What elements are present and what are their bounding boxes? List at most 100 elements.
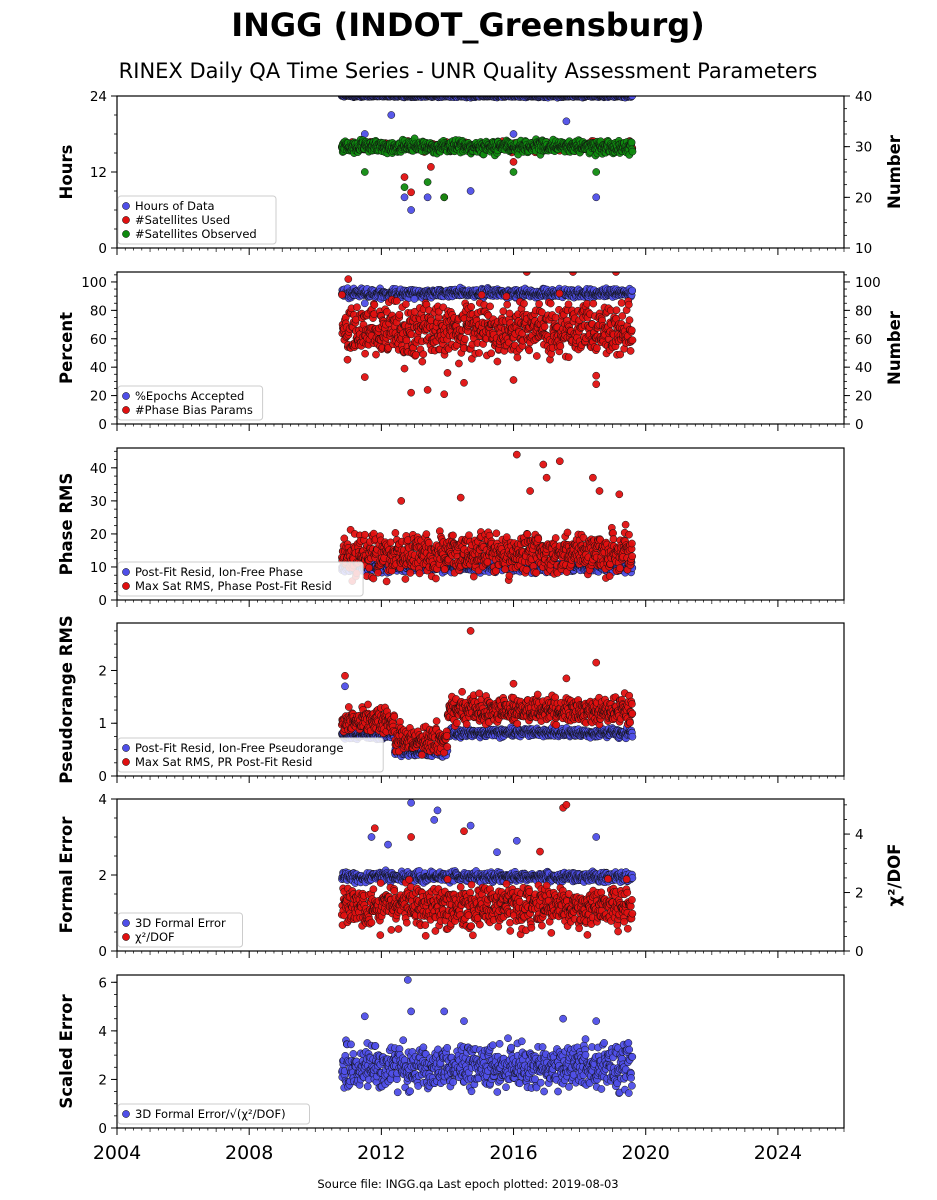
data-point [440, 390, 449, 399]
y2-axis-label: Number [885, 310, 904, 385]
y-tick-label: 12 [90, 165, 107, 181]
data-point [628, 147, 637, 156]
data-point [372, 350, 380, 359]
y-axis-left: 0 12 24 [90, 89, 117, 257]
data-point [361, 349, 369, 358]
data-point [556, 342, 565, 351]
data-point [338, 290, 346, 299]
y-tick-label: 100 [81, 275, 107, 291]
chart-title: INGG (INDOT_Greensburg) [231, 6, 705, 44]
data-point [624, 300, 633, 309]
y-axis-right: 10 20 30 40 [844, 89, 872, 257]
data-point [344, 275, 353, 283]
data-point [419, 350, 428, 359]
y-tick-label: 24 [90, 89, 107, 105]
y2-tick-label: 40 [855, 360, 872, 376]
data-point [513, 353, 522, 362]
data-point [509, 130, 518, 138]
y2-tick-label: 0 [855, 417, 864, 433]
data-point [467, 302, 476, 311]
y2-tick-label: 10 [855, 241, 872, 257]
y2-tick-label: 80 [855, 303, 872, 319]
data-point [370, 300, 379, 309]
data-point [407, 188, 415, 197]
y2-tick-label: 20 [855, 190, 872, 206]
data-point [502, 292, 511, 301]
legend-marker [122, 392, 130, 400]
data-point [555, 289, 564, 298]
data-point [540, 322, 549, 331]
data-point [509, 168, 518, 176]
data-point [455, 359, 463, 368]
y2-tick-label: 100 [855, 275, 881, 291]
data-point [360, 373, 369, 381]
legend-label: #Phase Bias Params [135, 403, 253, 417]
data-point [418, 357, 427, 366]
data-point [626, 347, 635, 355]
y2-tick-label: 20 [855, 389, 872, 405]
y2-tick-label: 60 [855, 332, 872, 348]
data-point [628, 336, 637, 345]
y-tick-label: 0 [98, 241, 107, 257]
y-axis-label: Hours [57, 144, 76, 199]
data-point [562, 117, 571, 126]
scatter-points [337, 96, 637, 214]
data-point [427, 163, 435, 171]
panel-2: 020406080100Percent020406080100Number%Ep… [57, 271, 904, 433]
y-tick-label: 60 [90, 332, 107, 348]
data-point [410, 295, 419, 303]
legend: %Epochs Accepted#Phase Bias Params [117, 385, 264, 421]
y2-axis-label: Number [885, 134, 904, 209]
data-point [466, 187, 475, 195]
data-point [423, 178, 432, 186]
data-point [423, 386, 432, 394]
legend-marker [122, 406, 130, 414]
data-point [627, 138, 636, 147]
legend-marker [122, 202, 130, 210]
data-point [400, 193, 409, 202]
data-point [407, 206, 415, 214]
scatter-points [338, 450, 637, 586]
data-point [627, 326, 636, 335]
data-point [535, 300, 543, 308]
series-1 [337, 96, 637, 214]
legend-label: #Satellites Used [135, 213, 230, 227]
y2-tick-label: 40 [855, 89, 872, 105]
legend-marker [122, 216, 130, 224]
data-point [509, 376, 518, 384]
data-point [612, 306, 621, 315]
data-point [592, 193, 601, 202]
data-point [360, 168, 369, 176]
y-tick-label: 0 [98, 417, 107, 433]
data-point [546, 299, 555, 308]
data-point [387, 111, 396, 119]
data-point [628, 286, 637, 295]
data-point [475, 349, 483, 357]
chart-subtitle: RINEX Daily QA Time Series - UNR Quality… [119, 59, 818, 83]
legend-marker [122, 230, 130, 238]
data-point [402, 300, 410, 309]
data-point [460, 378, 468, 387]
data-point [487, 349, 496, 358]
data-point [461, 335, 469, 343]
data-point [503, 300, 512, 309]
data-point [493, 357, 502, 366]
data-point [486, 302, 494, 311]
data-point [589, 299, 598, 308]
data-point [400, 183, 409, 192]
y2-tick-label: 30 [855, 140, 872, 156]
data-point [360, 299, 369, 308]
y-tick-label: 20 [90, 389, 107, 405]
legend-label: #Satellites Observed [135, 227, 257, 241]
data-point [564, 353, 573, 362]
y-tick-label: 80 [90, 303, 107, 319]
data-point [343, 355, 352, 364]
data-point [440, 193, 449, 202]
data-point [592, 168, 601, 176]
data-point [400, 173, 409, 181]
data-point [443, 369, 452, 377]
y-axis-label: Percent [57, 312, 76, 384]
x-axis-ticks [116, 424, 845, 431]
